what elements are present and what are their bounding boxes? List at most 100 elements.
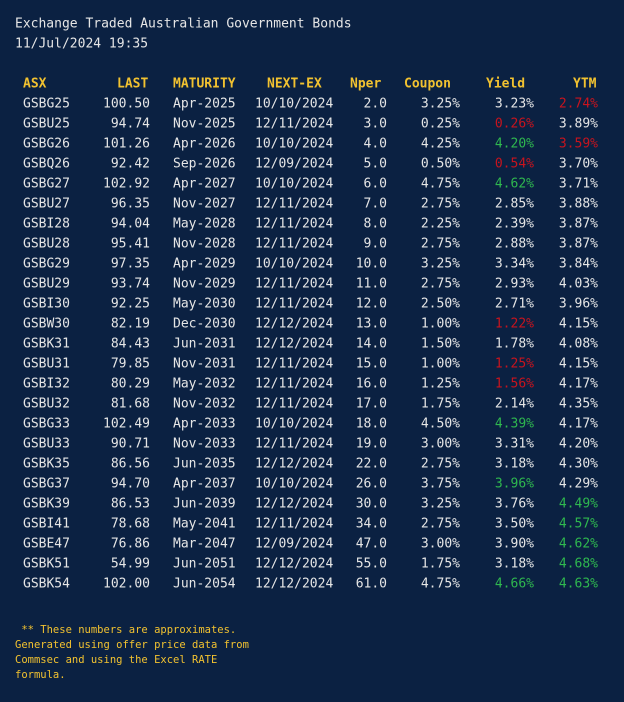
column-header: YTM [573,77,597,92]
footnote-line: ** These numbers are approximates. [15,624,236,636]
cell: 1.00% [421,317,460,332]
cell: Apr-2027 [173,177,236,192]
cell: 4.75% [421,577,460,592]
cell: 82.19 [111,317,150,332]
cell: Nov-2033 [173,437,236,452]
cell: 4.62% [495,177,534,192]
cell: 3.25% [421,497,460,512]
cell: Dec-2030 [173,317,236,332]
cell: GSBK54 [23,577,70,592]
cell: 1.56% [495,377,534,392]
cell: 3.89% [559,117,598,132]
cell: Jun-2031 [173,337,236,352]
cell: 4.08% [559,337,598,352]
footnote-line: Commsec and using the Excel RATE [15,654,217,666]
cell: 2.39% [495,217,534,232]
cell: Jun-2035 [173,457,236,472]
cell: 2.50% [421,297,460,312]
cell: 2.88% [495,237,534,252]
cell: 1.22% [495,317,534,332]
cell: GSBG33 [23,417,70,432]
cell: 1.25% [495,357,534,372]
cell: 11.0 [356,277,387,292]
cell: 100.50 [103,97,150,112]
cell: 3.90% [495,537,534,552]
cell: 4.39% [495,417,534,432]
cell: 1.25% [421,377,460,392]
cell: 3.88% [559,197,598,212]
cell: 10/10/2024 [255,177,333,192]
cell: 1.00% [421,357,460,372]
cell: 12/12/2024 [255,317,333,332]
cell: 15.0 [356,357,387,372]
cell: 78.68 [111,517,150,532]
cell: 94.70 [111,477,150,492]
cell: 4.63% [559,577,598,592]
cell: 4.17% [559,377,598,392]
cell: 3.34% [495,257,534,272]
cell: GSBK39 [23,497,70,512]
cell: 10/10/2024 [255,137,333,152]
cell: GSBG27 [23,177,70,192]
cell: 90.71 [111,437,150,452]
cell: 4.0 [364,137,387,152]
cell: Nov-2032 [173,397,236,412]
column-header: Yield [486,77,525,92]
cell: Mar-2047 [173,537,236,552]
cell: 3.18% [495,557,534,572]
cell: 2.75% [421,277,460,292]
cell: 6.0 [364,177,387,192]
cell: 30.0 [356,497,387,512]
cell: 3.96% [559,297,598,312]
cell: 12/11/2024 [255,217,333,232]
cell: 54.99 [111,557,150,572]
cell: 3.59% [559,137,598,152]
column-header: ASX [23,77,47,92]
cell: 12/11/2024 [255,277,333,292]
cell: 12/12/2024 [255,337,333,352]
cell: 12/11/2024 [255,297,333,312]
cell: GSBI41 [23,517,70,532]
cell: GSBU25 [23,117,70,132]
cell: 10/10/2024 [255,257,333,272]
cell: 0.50% [421,157,460,172]
cell: 12/11/2024 [255,237,333,252]
cell: 3.87% [559,217,598,232]
cell: 34.0 [356,517,387,532]
cell: May-2032 [173,377,236,392]
cell: Apr-2025 [173,97,236,112]
column-header: MATURITY [173,77,236,92]
cell: 3.75% [421,477,460,492]
cell: 12/11/2024 [255,117,333,132]
cell: 4.68% [559,557,598,572]
cell: Nov-2025 [173,117,236,132]
cell: 2.71% [495,297,534,312]
cell: 86.53 [111,497,150,512]
cell: 17.0 [356,397,387,412]
cell: 3.0 [364,117,387,132]
cell: Jun-2051 [173,557,236,572]
cell: Nov-2027 [173,197,236,212]
cell: 94.04 [111,217,150,232]
cell: May-2030 [173,297,236,312]
cell: 0.26% [495,117,534,132]
cell: 12/11/2024 [255,377,333,392]
cell: 4.35% [559,397,598,412]
cell: 8.0 [364,217,387,232]
cell: 4.15% [559,317,598,332]
title: Exchange Traded Australian Government Bo… [15,17,352,32]
cell: 1.50% [421,337,460,352]
cell: 4.66% [495,577,534,592]
cell: GSBU32 [23,397,70,412]
cell: 2.25% [421,217,460,232]
cell: 3.23% [495,97,534,112]
cell: Nov-2029 [173,277,236,292]
cell: 2.75% [421,517,460,532]
cell: GSBG37 [23,477,70,492]
cell: 76.86 [111,537,150,552]
cell: 22.0 [356,457,387,472]
cell: 4.30% [559,457,598,472]
cell: 4.03% [559,277,598,292]
cell: GSBG25 [23,97,70,112]
